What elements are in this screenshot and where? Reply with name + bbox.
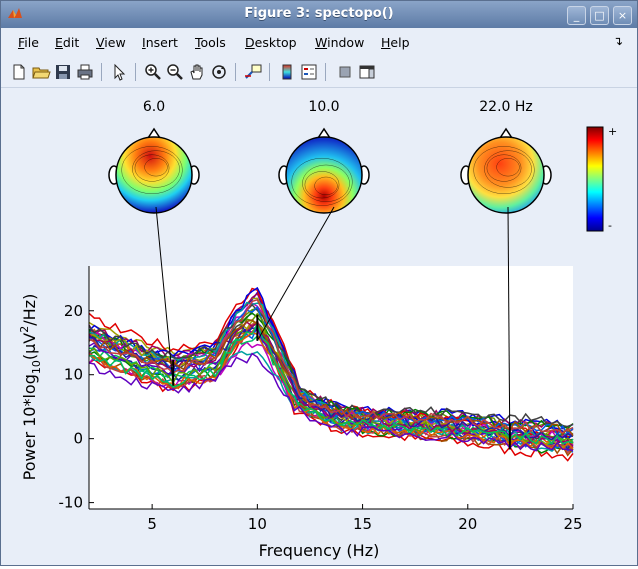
scalp-map bbox=[467, 136, 545, 214]
nose-icon bbox=[499, 127, 513, 139]
menu-item-desktop[interactable]: Desktop bbox=[245, 35, 297, 50]
contour-line bbox=[291, 157, 353, 206]
toolbar-separator bbox=[325, 63, 326, 81]
topo-map-10hz bbox=[278, 127, 370, 214]
menu-item-edit[interactable]: Edit bbox=[55, 35, 80, 50]
contour-line bbox=[484, 150, 532, 188]
x-tick-label: 5 bbox=[147, 515, 157, 533]
x-tick-label: 15 bbox=[353, 515, 372, 533]
toolbar-separator bbox=[135, 63, 136, 81]
nose-icon bbox=[317, 127, 331, 139]
y-tick-label: -10 bbox=[59, 494, 84, 512]
x-axis-label: Frequency (Hz) bbox=[259, 541, 380, 560]
spectrum-line bbox=[88, 322, 574, 445]
menu-item-file[interactable]: File bbox=[18, 35, 39, 50]
contour-line bbox=[486, 154, 522, 182]
scalp-map bbox=[115, 136, 193, 214]
colorbar bbox=[586, 126, 604, 232]
contour-line bbox=[473, 146, 535, 195]
x-tick-label: 10 bbox=[248, 515, 267, 533]
menu-item-window[interactable]: Window bbox=[315, 35, 365, 50]
spectrum-line bbox=[88, 325, 574, 441]
figure-canvas: 6.0 10.0 22.0 Hz + - 5 10 15 20 25 -10 0 10 20 F… bbox=[1, 89, 637, 565]
contour-line bbox=[304, 171, 340, 199]
topo-connector-line bbox=[155, 206, 174, 386]
topo-map-6hz bbox=[108, 127, 200, 214]
matlab-icon bbox=[8, 8, 22, 18]
topo-connector-line bbox=[507, 206, 511, 450]
topo-map-22hz bbox=[460, 127, 552, 214]
colorbar-plus-label: + bbox=[608, 125, 617, 138]
new-file-icon[interactable] bbox=[9, 62, 29, 82]
y-tick-label: 0 bbox=[73, 430, 83, 448]
topo-connector-line bbox=[256, 206, 335, 341]
topo-label-6hz: 6.0 bbox=[143, 99, 165, 115]
contour-line bbox=[134, 154, 170, 182]
hide-plot-tools-icon[interactable] bbox=[335, 62, 355, 82]
toolbar-separator bbox=[101, 63, 102, 81]
rotate-3d-icon[interactable] bbox=[209, 62, 229, 82]
contour-line bbox=[144, 158, 168, 177]
colorbar-minus-label: - bbox=[608, 219, 612, 232]
zoom-out-icon[interactable] bbox=[165, 62, 185, 82]
save-icon[interactable] bbox=[53, 62, 73, 82]
y-tick-label: 10 bbox=[64, 366, 83, 384]
legend-icon[interactable] bbox=[299, 62, 319, 82]
open-folder-icon[interactable] bbox=[31, 62, 51, 82]
minimize-button[interactable]: _ bbox=[567, 6, 586, 25]
y-tick-label: 20 bbox=[64, 302, 83, 320]
zoom-in-icon[interactable] bbox=[143, 62, 163, 82]
data-cursor-icon[interactable] bbox=[243, 62, 263, 82]
contour-line bbox=[121, 146, 183, 195]
colorbar-icon[interactable] bbox=[277, 62, 297, 82]
spectopo-figure: 6.0 10.0 22.0 Hz + - 5 10 15 20 25 -10 0 10 20 F… bbox=[18, 99, 617, 560]
close-button[interactable]: × bbox=[613, 6, 632, 25]
nose-icon bbox=[147, 127, 161, 139]
menu-item-tools[interactable]: Tools bbox=[195, 35, 226, 50]
contour-line bbox=[132, 150, 180, 188]
show-plot-tools-icon[interactable] bbox=[357, 62, 377, 82]
plot-area bbox=[89, 266, 573, 509]
topo-label-22hz: 22.0 Hz bbox=[479, 99, 533, 115]
maximize-button[interactable]: □ bbox=[590, 6, 609, 25]
y-axis-label: Power 10*log10(µV2/Hz) bbox=[18, 294, 43, 481]
contour-line bbox=[302, 164, 350, 202]
toolbar-separator bbox=[269, 63, 270, 81]
spectrum-line bbox=[88, 352, 574, 452]
toolbar bbox=[1, 57, 637, 88]
spectra-lines bbox=[88, 286, 574, 462]
title-bar[interactable]: Figure 3: spectopo() _ □ × bbox=[1, 1, 637, 28]
menu-item-insert[interactable]: Insert bbox=[142, 35, 178, 50]
toolbar-separator bbox=[235, 63, 236, 81]
window-title: Figure 3: spectopo() bbox=[244, 6, 394, 21]
spectrum-line bbox=[88, 327, 574, 462]
menu-item-help[interactable]: Help bbox=[381, 35, 410, 50]
contour-line bbox=[496, 158, 520, 177]
x-tick-label: 25 bbox=[563, 515, 582, 533]
spectrum-line bbox=[88, 298, 574, 434]
menu-bar: File Edit View Insert Tools Desktop Window Help… bbox=[1, 29, 637, 55]
x-tick-label: 20 bbox=[458, 515, 477, 533]
dock-arrow-icon[interactable]: ↴ bbox=[612, 34, 623, 48]
select-arrow-icon[interactable] bbox=[109, 62, 129, 82]
topo-label-10hz: 10.0 bbox=[308, 99, 339, 115]
print-icon[interactable] bbox=[75, 62, 95, 82]
contour-line bbox=[314, 176, 338, 196]
pan-hand-icon[interactable] bbox=[187, 62, 207, 82]
menu-item-view[interactable]: View bbox=[96, 35, 126, 50]
scalp-map bbox=[285, 136, 363, 214]
